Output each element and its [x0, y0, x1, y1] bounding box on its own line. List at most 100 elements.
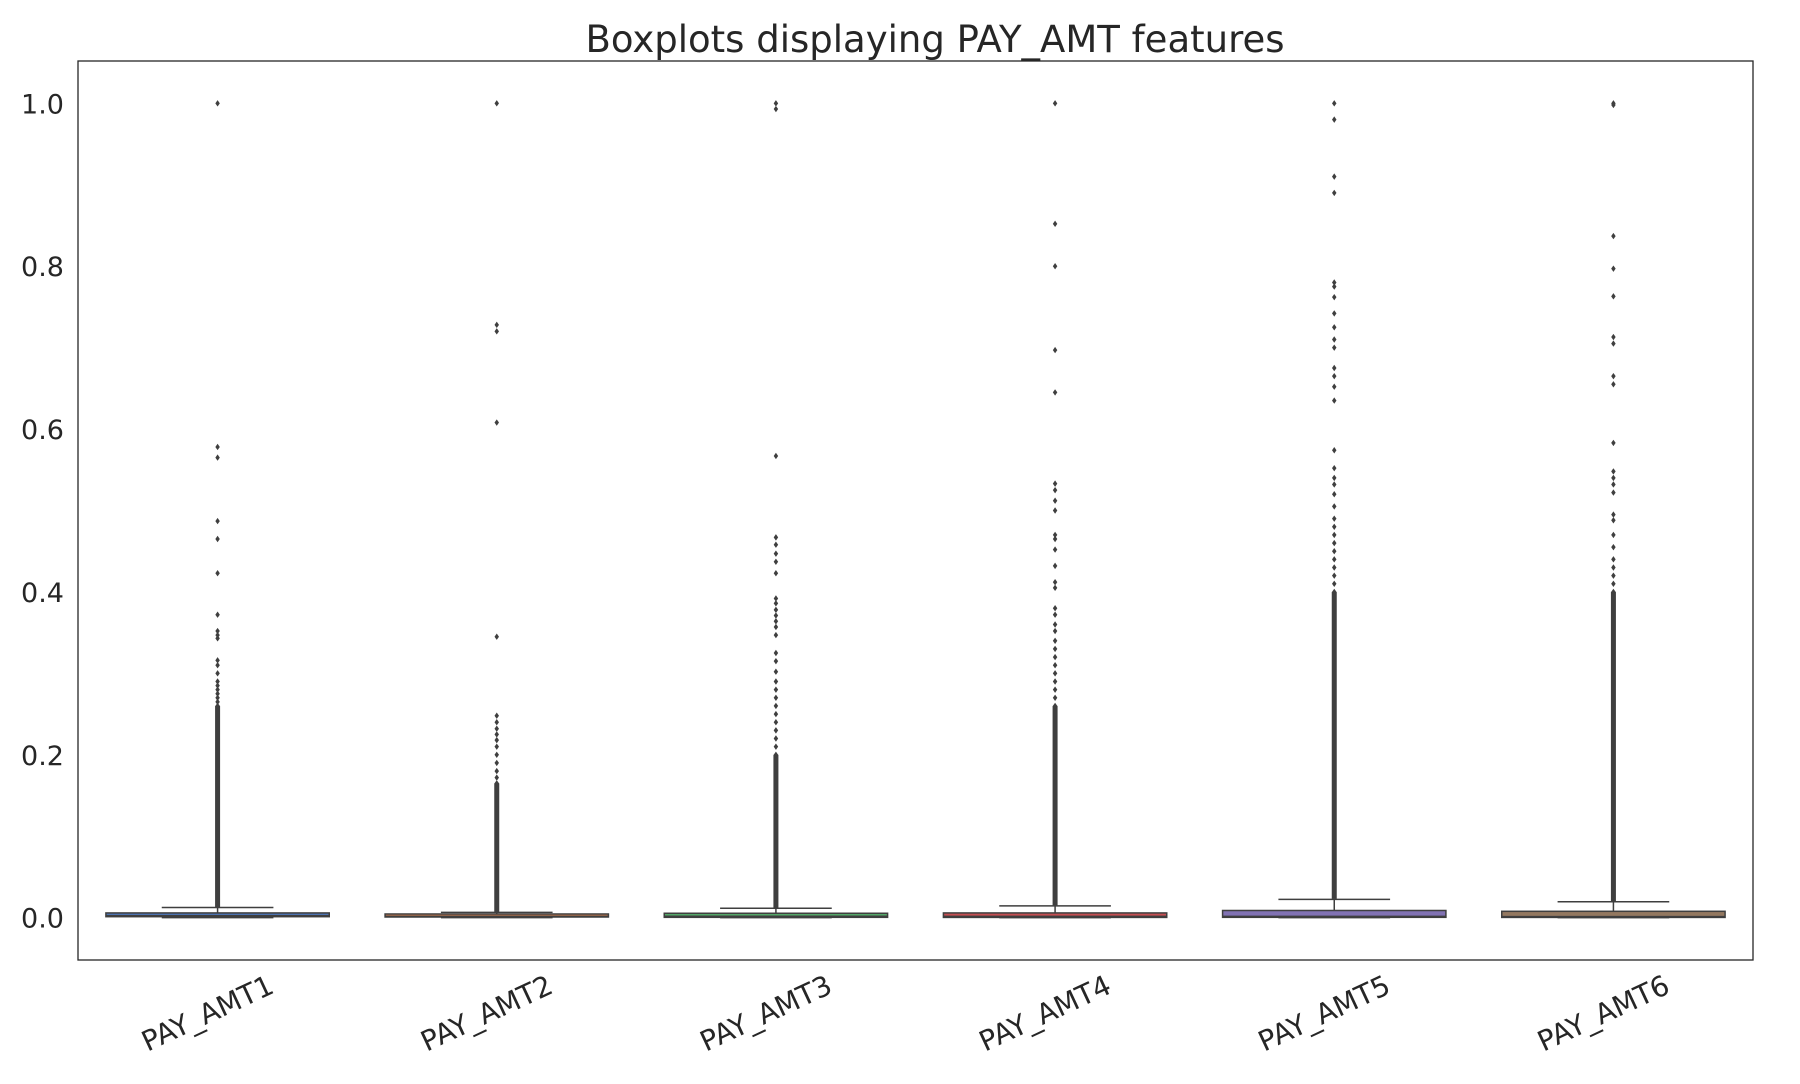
outlier-point — [1611, 588, 1616, 596]
outlier-point — [1611, 489, 1616, 496]
outlier-point — [1611, 580, 1616, 587]
outlier-point — [773, 612, 779, 619]
outlier-point — [1332, 491, 1337, 498]
plot-frame — [77, 60, 1754, 961]
outlier-point — [1332, 173, 1337, 180]
outlier-point — [494, 419, 499, 426]
outlier-point — [1052, 637, 1058, 644]
outlier-point — [215, 694, 220, 701]
outlier-point — [773, 550, 779, 557]
outlier-point — [494, 759, 499, 767]
outlier-point — [773, 541, 779, 548]
outlier-point — [773, 618, 779, 625]
outlier-point — [773, 727, 779, 734]
outlier-point — [1332, 556, 1337, 563]
outlier-point — [1332, 372, 1337, 380]
outlier-point — [494, 736, 499, 744]
outlier-point — [773, 570, 779, 577]
outlier-point — [1052, 645, 1058, 653]
outlier-point — [1052, 621, 1058, 628]
outlier-point — [773, 751, 779, 758]
outlier-point — [1611, 517, 1616, 524]
outlier-point — [1332, 397, 1337, 404]
x-axis: PAY_AMT1 PAY_AMT2 PAY_AMT3 PAY_AMT4 PAY_AMT5… — [137, 969, 1675, 1059]
outlier-point — [1611, 572, 1616, 579]
outlier-point — [773, 710, 779, 718]
outlier-point — [773, 452, 779, 460]
outlier-point — [215, 454, 220, 461]
outlier-point — [215, 702, 220, 710]
outlier-point — [494, 767, 499, 775]
outlier-point — [1611, 556, 1616, 563]
outlier-point — [1611, 481, 1616, 488]
outlier-point — [1332, 580, 1337, 587]
x-tick-label: PAY_AMT1 — [137, 969, 279, 1059]
outlier-point — [1052, 578, 1058, 586]
outlier-point — [773, 702, 779, 710]
outlier-point — [773, 668, 779, 675]
outlier-point — [1052, 220, 1058, 228]
outlier-point — [1332, 523, 1337, 530]
outlier-point — [773, 100, 779, 107]
outlier-point — [215, 635, 220, 642]
box-pay-amt4 — [942, 100, 1168, 919]
outlier-point — [1052, 627, 1058, 635]
y-axis: 0.0 0.2 0.4 0.6 0.8 1.0 — [21, 89, 64, 934]
outlier-point — [1611, 340, 1616, 347]
outlier-point — [773, 558, 779, 566]
x-tick-label: PAY_AMT4 — [974, 969, 1116, 1059]
outlier-point — [773, 606, 779, 614]
outlier-point — [1332, 279, 1337, 286]
outlier-point — [1332, 474, 1337, 482]
x-tick-label: PAY_AMT6 — [1532, 969, 1674, 1059]
outlier-point — [1611, 468, 1616, 475]
outlier-point — [215, 678, 220, 685]
x-tick-label: PAY_AMT3 — [695, 969, 837, 1059]
outlier-point — [1332, 588, 1337, 596]
outlier-point — [1611, 101, 1616, 109]
outlier-point — [1332, 344, 1337, 351]
outlier-point — [1611, 564, 1616, 571]
outlier-band — [494, 783, 500, 912]
outlier-point — [215, 682, 220, 689]
outlier-point — [1332, 116, 1337, 123]
outlier-point — [494, 731, 499, 738]
outlier-point — [773, 735, 779, 742]
outlier-point — [1332, 548, 1337, 555]
box-pay-amt3 — [663, 100, 889, 919]
outlier-band — [1610, 591, 1616, 902]
outlier-point — [1332, 383, 1337, 390]
outlier-point — [1611, 265, 1616, 272]
outlier-point — [773, 743, 779, 750]
outlier-point — [494, 751, 499, 758]
outlier-point — [1332, 336, 1337, 343]
outlier-point — [773, 649, 779, 657]
outlier-point — [1052, 611, 1058, 618]
outlier-point — [1052, 686, 1058, 693]
box-iqr — [105, 912, 330, 918]
chart-title: Boxplots displaying PAY_AMT features — [585, 18, 1284, 61]
outlier-point — [1332, 464, 1337, 472]
y-tick-label: 0.6 — [21, 415, 64, 446]
outlier-point — [215, 662, 220, 669]
outlier-point — [773, 678, 779, 685]
outlier-point — [1611, 531, 1616, 539]
outlier-point — [215, 535, 220, 543]
outlier-band — [773, 754, 779, 908]
outlier-point — [1611, 293, 1616, 300]
outlier-point — [773, 595, 779, 602]
outlier-point — [215, 690, 220, 697]
outlier-point — [1611, 381, 1616, 388]
outlier-point — [215, 698, 220, 706]
outlier-point — [1611, 474, 1616, 482]
outlier-band — [1052, 705, 1058, 906]
outlier-point — [1332, 310, 1337, 317]
y-tick-label: 0.4 — [21, 578, 64, 609]
outlier-point — [1052, 584, 1058, 592]
outlier-point — [1052, 100, 1058, 107]
outlier-point — [1052, 263, 1058, 270]
outlier-band — [1331, 591, 1337, 899]
outlier-point — [1052, 546, 1058, 553]
box-iqr — [1221, 909, 1447, 919]
